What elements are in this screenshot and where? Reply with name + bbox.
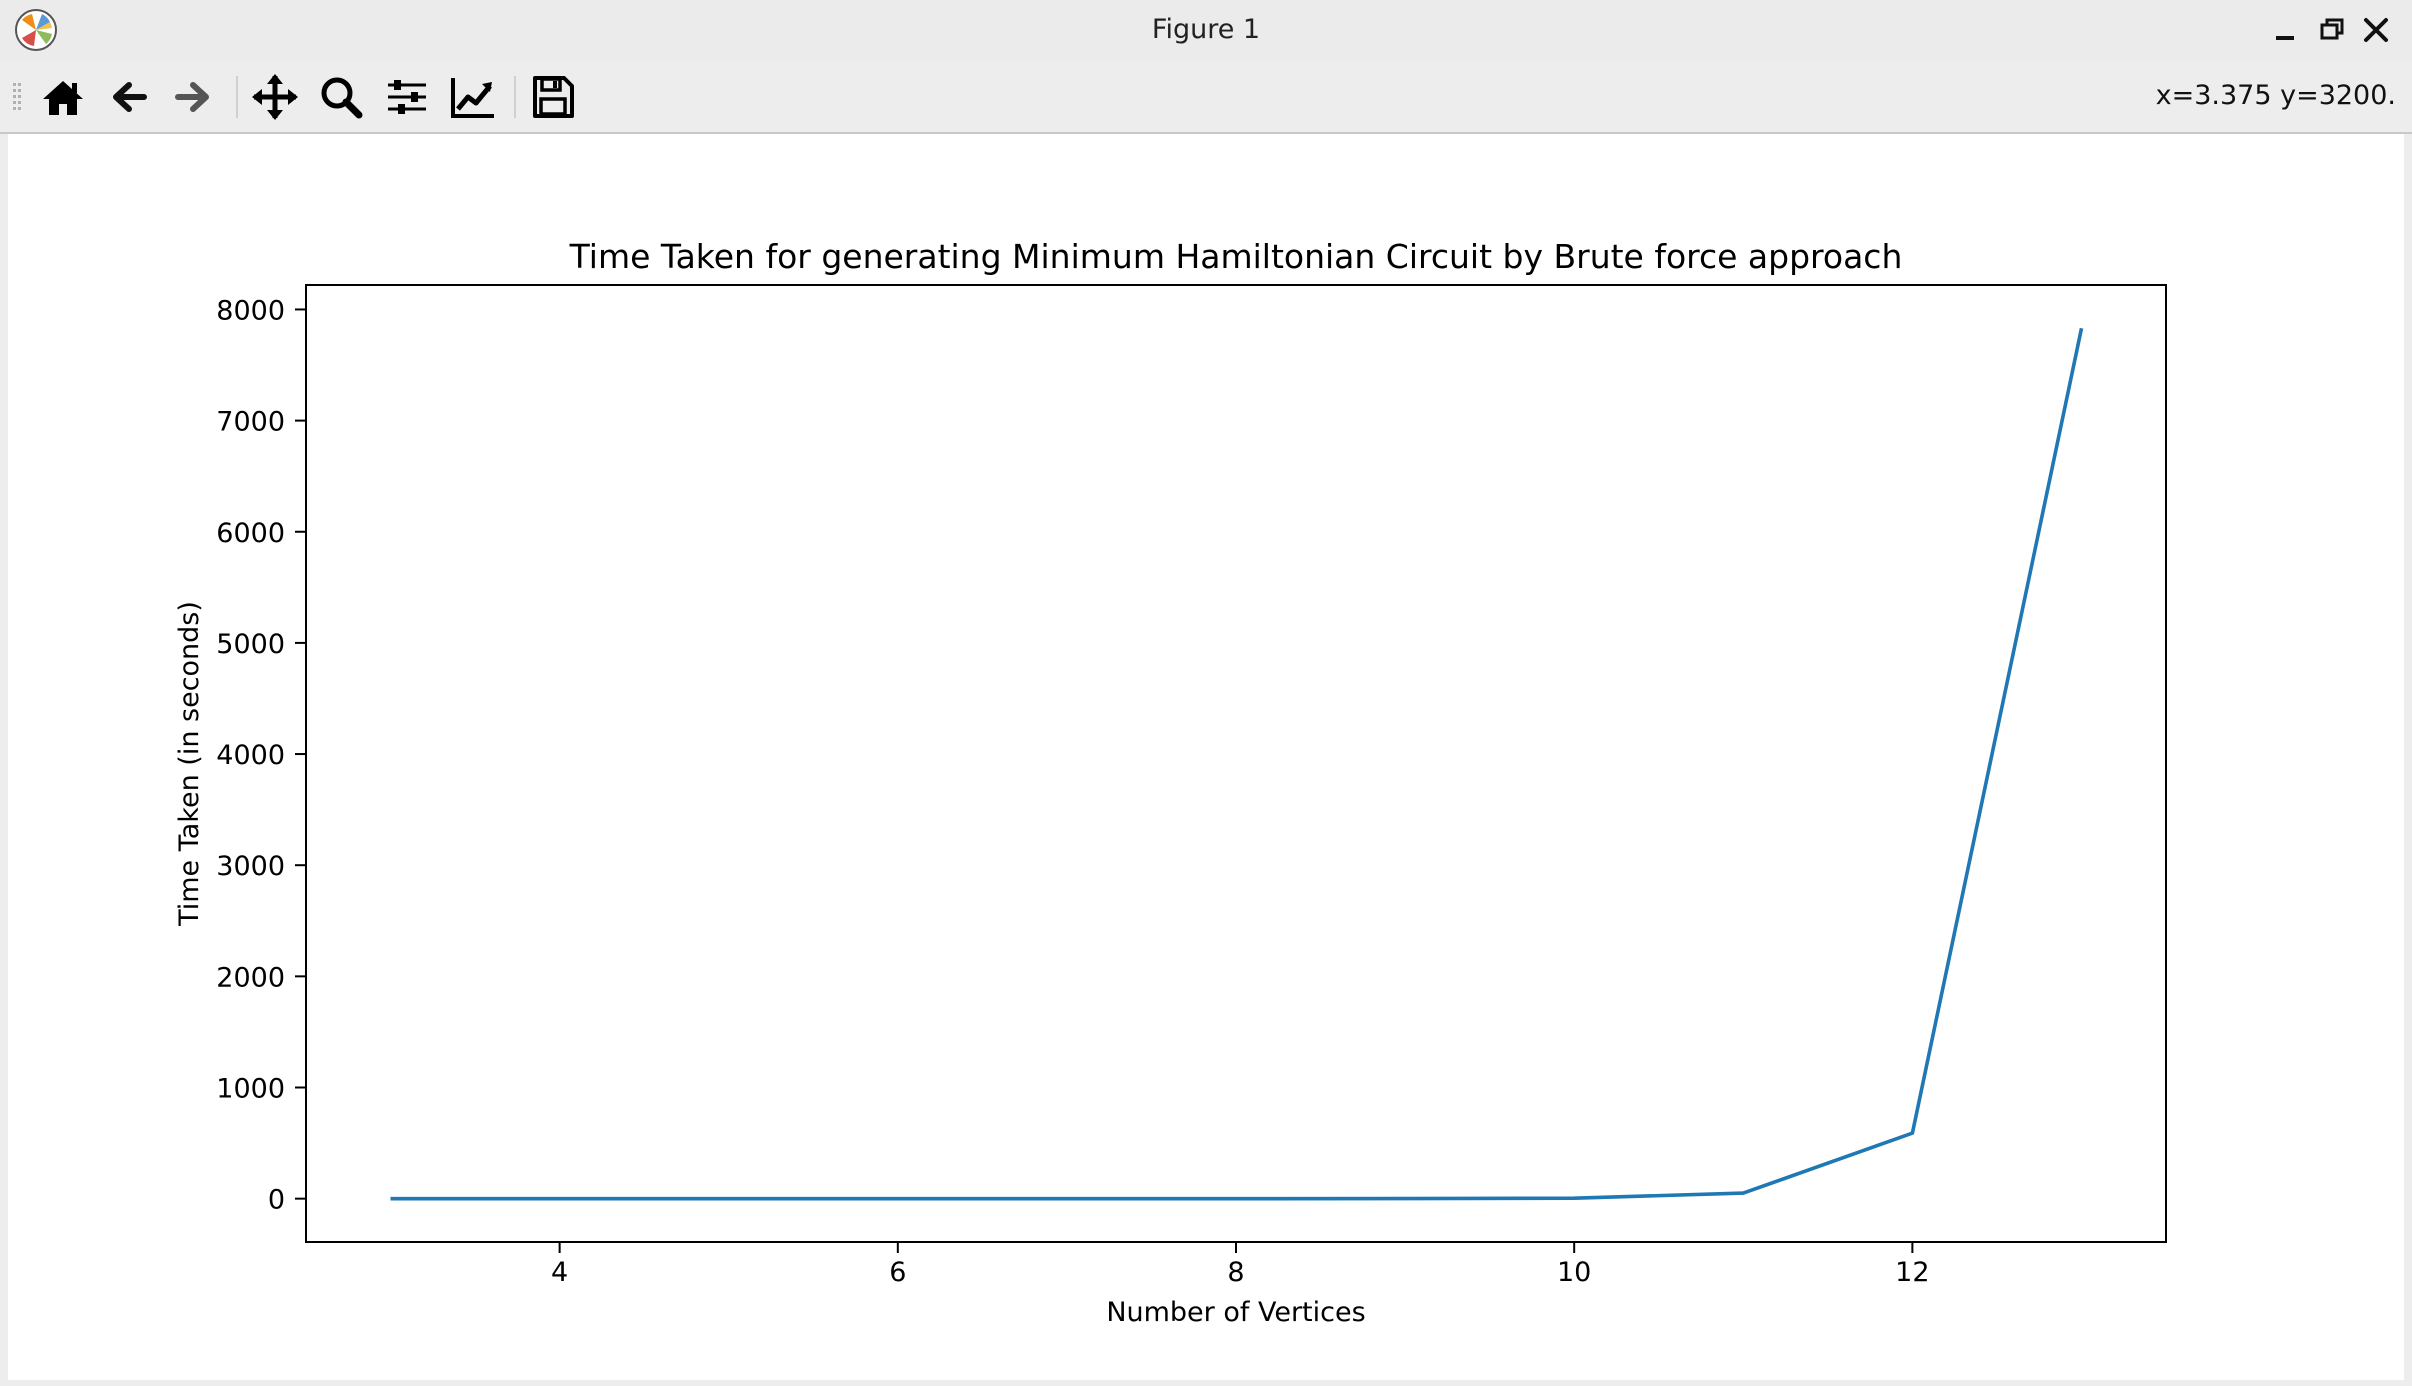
x-tick-label: 10	[1557, 1257, 1591, 1288]
toolbar-separator	[514, 76, 516, 118]
x-tick-label: 8	[1227, 1257, 1244, 1288]
toolbar-grip-icon[interactable]	[12, 82, 22, 112]
y-tick-label: 1000	[216, 1074, 285, 1105]
close-icon[interactable]	[2360, 14, 2392, 46]
window-title: Figure 1	[1151, 14, 1261, 45]
y-tick-label: 0	[268, 1185, 285, 1216]
x-tick-label: 12	[1895, 1257, 1929, 1288]
edit-axes-button[interactable]	[446, 70, 500, 124]
back-arrow-icon	[113, 82, 147, 112]
navigation-toolbar	[0, 60, 2412, 134]
toolbar-separator	[236, 76, 238, 118]
restore-icon[interactable]	[2316, 14, 2348, 46]
series-line-0	[390, 327, 2084, 1201]
pan-move-icon	[252, 74, 298, 120]
chart-title: Time Taken for generating Minimum Hamilt…	[569, 237, 1903, 276]
subplots-sliders-icon	[388, 80, 426, 114]
plot-area-frame	[305, 284, 2167, 1243]
matplotlib-logo-icon	[15, 9, 57, 51]
y-tick-label: 7000	[216, 407, 285, 438]
y-tick-label: 4000	[216, 740, 285, 771]
subplots-button[interactable]	[380, 70, 434, 124]
x-axis-label: Number of Vertices	[1106, 1297, 1365, 1328]
window-titlebar: Figure 1	[0, 0, 2412, 60]
forward-arrow-icon	[175, 82, 209, 112]
edit-axes-chart-icon	[451, 78, 494, 118]
y-tick-label: 2000	[216, 962, 285, 993]
y-tick-label: 3000	[216, 851, 285, 882]
cursor-coordinates: x=3.375 y=3200.	[2155, 80, 2396, 111]
save-button[interactable]	[526, 70, 580, 124]
forward-button[interactable]	[166, 70, 220, 124]
home-button[interactable]	[36, 70, 90, 124]
zoom-button[interactable]	[314, 70, 368, 124]
pan-button[interactable]	[248, 70, 302, 124]
chart-plot: Time Taken for generating Minimum Hamilt…	[174, 237, 2167, 1328]
home-icon	[43, 81, 83, 115]
zoom-magnifier-icon	[321, 77, 363, 119]
y-tick-label: 6000	[216, 518, 285, 549]
minimize-icon[interactable]	[2270, 14, 2302, 46]
x-tick-label: 4	[551, 1257, 568, 1288]
back-button[interactable]	[102, 70, 156, 124]
figure-canvas[interactable]: Time Taken for generating Minimum Hamilt…	[8, 134, 2404, 1380]
y-tick-label: 8000	[216, 295, 285, 326]
y-tick-label: 5000	[216, 629, 285, 660]
x-tick-label: 6	[889, 1257, 906, 1288]
save-floppy-icon	[533, 76, 574, 118]
y-axis-label: Time Taken (in seconds)	[174, 601, 205, 927]
